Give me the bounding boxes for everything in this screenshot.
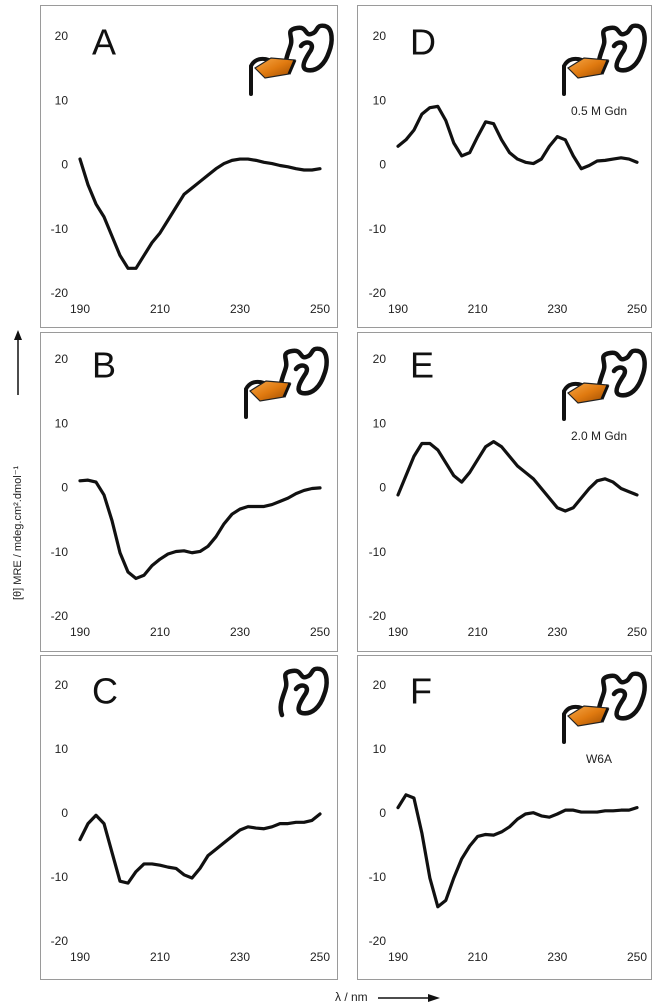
- y-tick-label: 20: [55, 29, 69, 43]
- x-tick-label: 230: [547, 302, 567, 316]
- panel-letter: F: [410, 671, 432, 712]
- y-tick-label: 10: [55, 742, 69, 756]
- axis-arrow-head: [14, 330, 22, 340]
- y-tick-label: -10: [51, 870, 69, 884]
- y-tick-label: 0: [61, 158, 68, 172]
- y-tick-label: -10: [369, 870, 387, 884]
- y-tick-label: 10: [55, 416, 69, 430]
- x-tick-label: 250: [310, 950, 330, 964]
- x-axis-label: λ / nm: [335, 990, 368, 1004]
- data-line: [78, 812, 322, 885]
- x-tick-label: 210: [150, 950, 170, 964]
- y-tick-label: 10: [55, 93, 69, 107]
- panel-letter: E: [410, 345, 434, 386]
- y-tick-label: -20: [51, 286, 69, 300]
- x-tick-label: 230: [547, 625, 567, 639]
- axis-arrow-head: [428, 994, 440, 1002]
- panel-frame: [357, 5, 652, 328]
- x-tick-label: 250: [627, 302, 647, 316]
- protein-icon: [562, 704, 610, 744]
- y-tick-label: 0: [61, 481, 68, 495]
- panel-frame: [40, 655, 338, 980]
- data-line: [396, 104, 639, 171]
- y-axis-label: [θ] MRE / mdeg.cm².dmol⁻¹: [12, 465, 24, 600]
- y-tick-label: -10: [51, 222, 69, 236]
- y-tick-label: 0: [61, 806, 68, 820]
- panel-letter: C: [92, 671, 118, 712]
- y-tick-label: 0: [379, 806, 386, 820]
- x-tick-label: 230: [230, 302, 250, 316]
- x-tick-label: 250: [310, 625, 330, 639]
- y-tick-label: -10: [51, 545, 69, 559]
- x-tick-label: 190: [70, 950, 90, 964]
- x-tick-label: 250: [627, 950, 647, 964]
- protein-icon: [249, 56, 297, 96]
- x-tick-label: 210: [150, 625, 170, 639]
- y-tick-label: -10: [369, 545, 387, 559]
- x-tick-label: 190: [388, 302, 408, 316]
- y-tick-label: 0: [379, 481, 386, 495]
- annotation: W6A: [586, 752, 612, 766]
- protein-icon: [562, 381, 610, 421]
- y-tick-label: 10: [373, 93, 387, 107]
- data-line: [78, 157, 322, 270]
- y-tick-label: 0: [379, 158, 386, 172]
- y-tick-label: 20: [55, 678, 69, 692]
- protein-icon: [281, 669, 327, 715]
- x-tick-label: 230: [230, 625, 250, 639]
- x-tick-label: 190: [388, 950, 408, 964]
- protein-icon: [562, 56, 610, 96]
- annotation: 2.0 M Gdn: [571, 429, 627, 443]
- y-tick-label: 20: [55, 352, 69, 366]
- data-line: [396, 440, 639, 513]
- y-tick-label: 20: [373, 352, 387, 366]
- panel-frame: [40, 332, 338, 652]
- x-tick-label: 190: [70, 625, 90, 639]
- y-tick-label: -10: [369, 222, 387, 236]
- panel-letter: B: [92, 345, 116, 386]
- y-tick-label: -20: [369, 286, 387, 300]
- x-tick-label: 210: [468, 950, 488, 964]
- x-tick-label: 210: [468, 625, 488, 639]
- y-tick-label: 20: [373, 678, 387, 692]
- y-tick-label: 20: [373, 29, 387, 43]
- y-tick-label: -20: [51, 609, 69, 623]
- data-line: [78, 478, 322, 581]
- y-tick-label: -20: [369, 934, 387, 948]
- x-tick-label: 250: [310, 302, 330, 316]
- protein-icon: [244, 379, 292, 419]
- y-tick-label: 10: [373, 742, 387, 756]
- y-tick-label: 10: [373, 416, 387, 430]
- panel-frame: [357, 332, 652, 652]
- panel-frame: [357, 655, 652, 980]
- x-tick-label: 190: [70, 302, 90, 316]
- x-tick-label: 230: [230, 950, 250, 964]
- x-tick-label: 250: [627, 625, 647, 639]
- annotation: 0.5 M Gdn: [571, 104, 627, 118]
- x-tick-label: 190: [388, 625, 408, 639]
- x-tick-label: 210: [150, 302, 170, 316]
- data-line: [396, 793, 639, 909]
- x-tick-label: 210: [468, 302, 488, 316]
- y-tick-label: -20: [369, 609, 387, 623]
- x-tick-label: 230: [547, 950, 567, 964]
- panel-letter: D: [410, 22, 436, 63]
- panel-letter: A: [92, 22, 116, 63]
- y-tick-label: -20: [51, 934, 69, 948]
- panel-frame: [40, 5, 338, 328]
